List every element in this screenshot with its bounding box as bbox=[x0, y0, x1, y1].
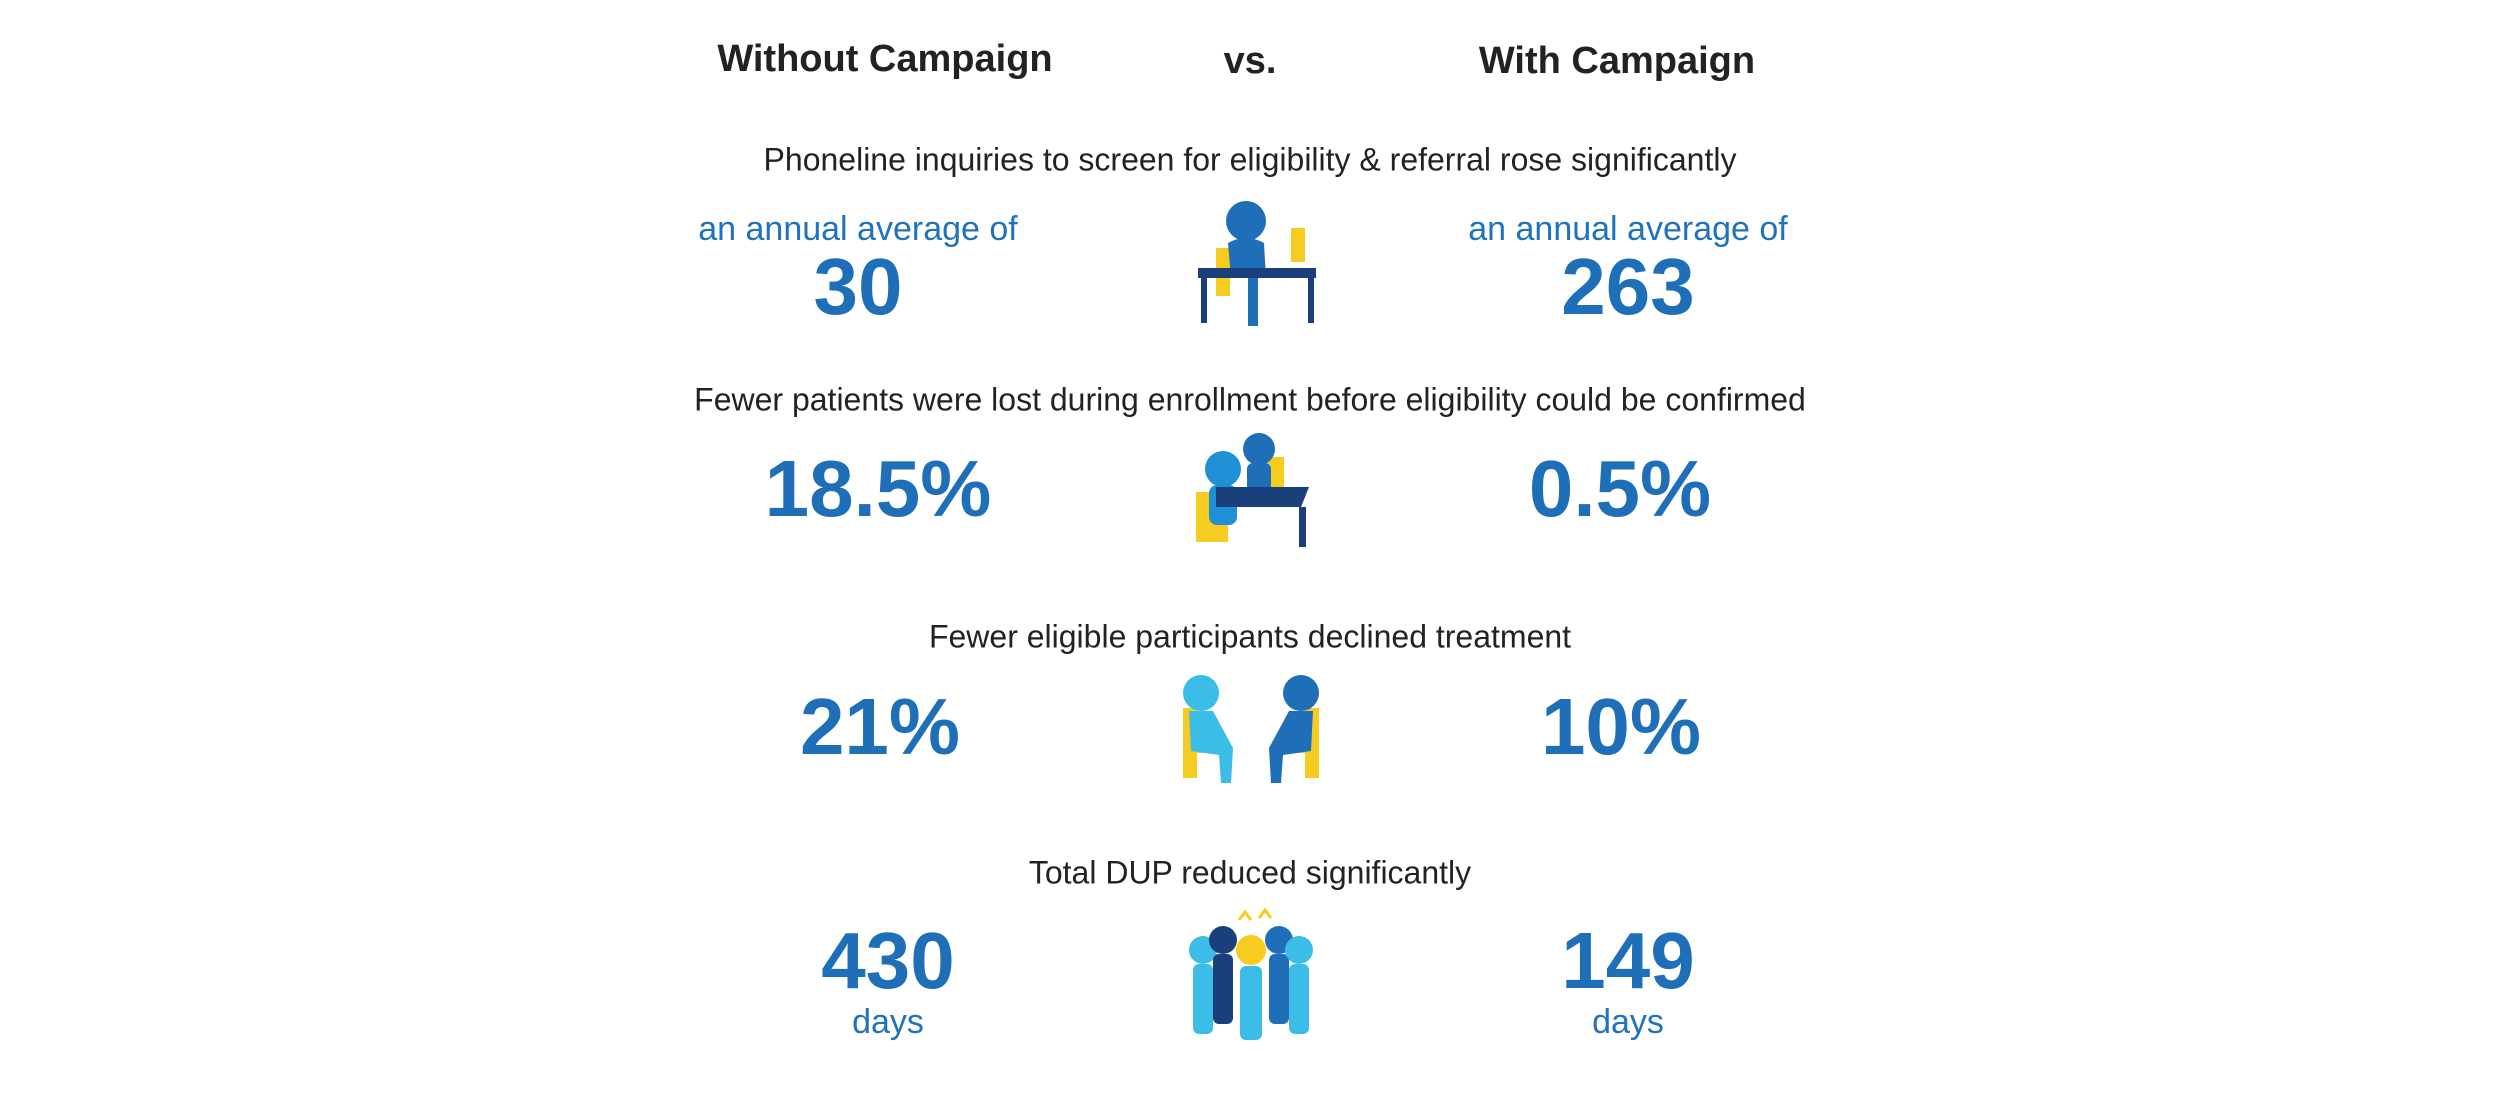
row-heading: Fewer patients were lost during enrollme… bbox=[694, 381, 1806, 417]
value-prefix: an annual average of bbox=[698, 210, 1018, 248]
value-prefix: an annual average of bbox=[1468, 210, 1788, 248]
stat-value: 149 bbox=[1561, 916, 1694, 1005]
decline-icon bbox=[1183, 675, 1319, 783]
stat-value: 21% bbox=[800, 682, 960, 771]
stat-value: 0.5% bbox=[1529, 444, 1711, 533]
column-header: Without Campaign bbox=[717, 38, 1052, 80]
group-icon bbox=[1189, 907, 1313, 1040]
stat-value: 30 bbox=[814, 242, 903, 331]
value-suffix: days bbox=[852, 1003, 924, 1041]
stat-value: 10% bbox=[1541, 682, 1701, 771]
row-heading: Fewer eligible participants declined tre… bbox=[929, 618, 1571, 654]
stat-value: 18.5% bbox=[765, 444, 992, 533]
vs-label: vs. bbox=[1224, 40, 1277, 82]
column-header: With Campaign bbox=[1479, 40, 1755, 82]
phone-icon bbox=[1198, 201, 1316, 326]
value-suffix: days bbox=[1592, 1003, 1664, 1041]
enrollment-icon bbox=[1196, 433, 1309, 547]
row-heading: Total DUP reduced significantly bbox=[1029, 854, 1471, 890]
stat-value: 263 bbox=[1561, 242, 1694, 331]
row-heading: Phoneline inquiries to screen for eligib… bbox=[764, 141, 1737, 177]
stat-value: 430 bbox=[821, 916, 954, 1005]
